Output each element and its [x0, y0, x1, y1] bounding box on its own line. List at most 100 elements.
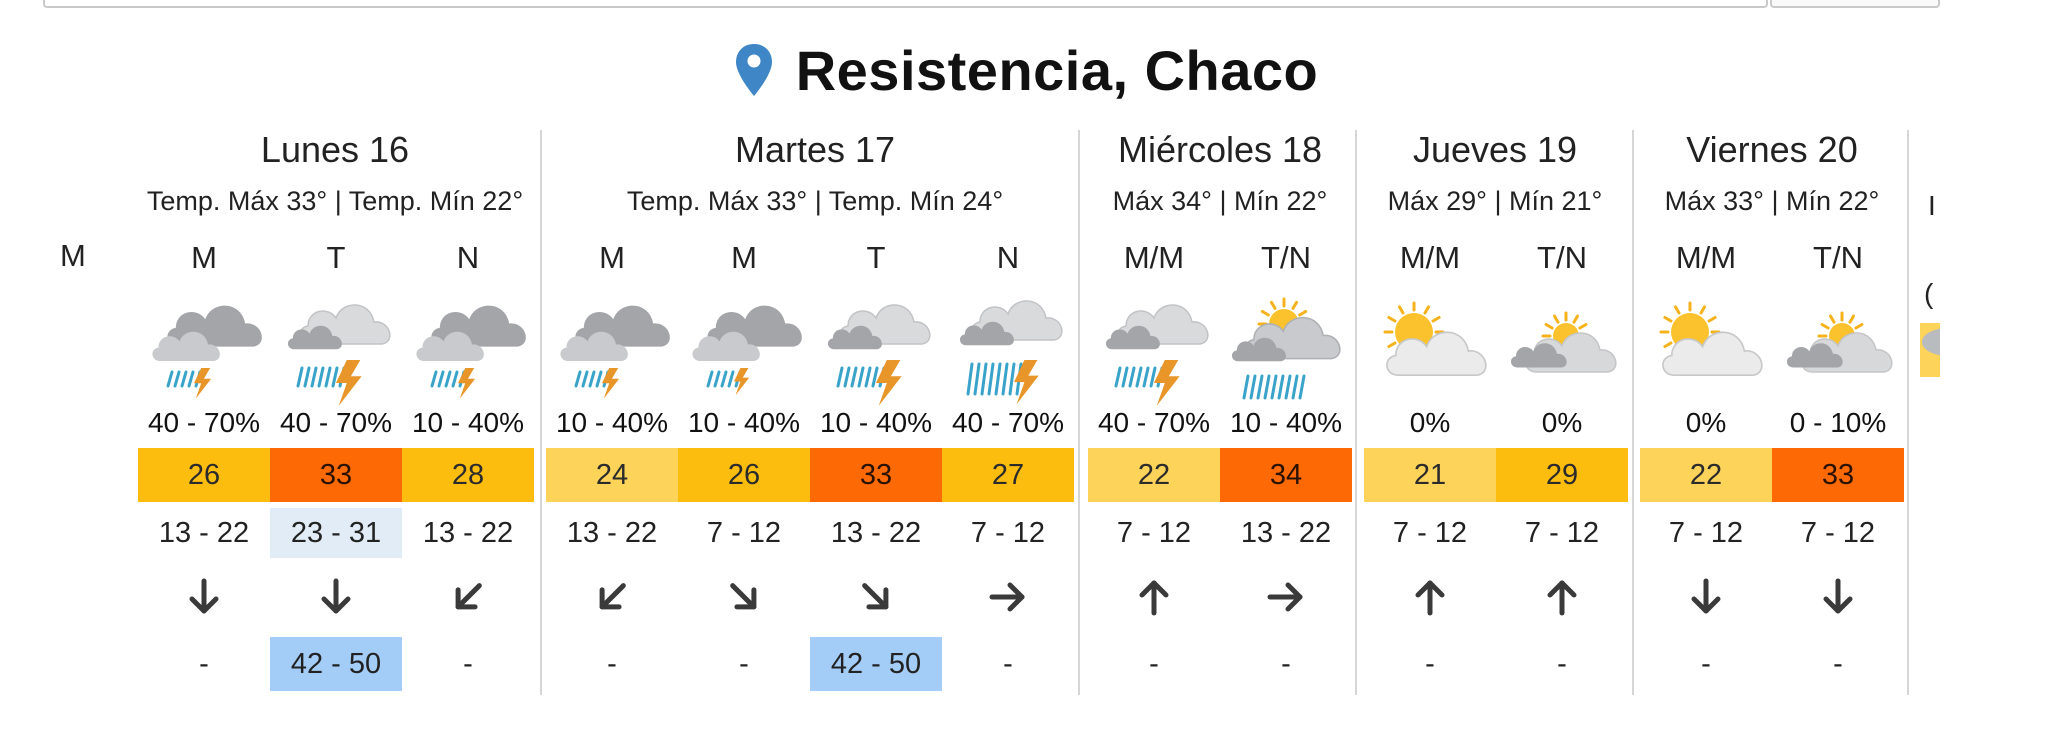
day-name[interactable]: Jueves 19 — [1412, 129, 1578, 170]
wind-speed: 7 - 12 — [1800, 517, 1876, 549]
period-label: M/M — [1399, 240, 1461, 275]
wind-gust: 42 - 50 — [270, 637, 402, 691]
search-input[interactable] — [43, 0, 1768, 8]
wind-gust: - — [1833, 648, 1843, 680]
rain-probability: 0% — [1541, 407, 1583, 438]
day-forecast: Jueves 19 Máx 29° | Mín 21° M/M 0% 21 7 - 12… — [0, 125, 2052, 695]
wind-direction-arrow-icon — [810, 562, 942, 632]
day-forecast: Martes 17 Temp. Máx 33° | Temp. Mín 24° M … — [0, 125, 2052, 695]
partly-sunny-icon — [1640, 283, 1772, 411]
wind-gust: - — [1557, 648, 1567, 680]
day-temp-range: Máx 34° | Mín 22° — [1112, 186, 1328, 216]
wind-gust: - — [739, 648, 749, 680]
wind-direction-arrow-icon — [1640, 562, 1772, 632]
temperature-cell: 33 — [1772, 448, 1904, 502]
rain-probability: 0% — [1409, 407, 1451, 438]
page-title: Resistencia, Chaco — [795, 38, 1319, 102]
rain-probability: 10 - 40% — [687, 407, 801, 438]
period-label: T/N — [1261, 240, 1311, 275]
wind-direction-arrow-icon — [1088, 562, 1220, 632]
next-day-temps-partial: I — [1928, 190, 1936, 221]
next-day-rain-partial: ( — [1924, 278, 1934, 309]
wind-gust: - — [607, 648, 617, 680]
heavy-rain-thunder-icon — [810, 283, 942, 411]
day-name[interactable]: Miércoles 18 — [1117, 129, 1323, 170]
wind-direction-arrow-icon — [270, 562, 402, 632]
day-temp-range: Temp. Máx 33° | Temp. Mín 22° — [146, 186, 524, 216]
wind-direction-arrow-icon — [1364, 562, 1496, 632]
wind-direction-arrow-icon — [678, 562, 810, 632]
wind-speed: 23 - 31 — [270, 508, 402, 558]
rain-probability: 10 - 40% — [555, 407, 669, 438]
wind-direction-arrow-icon — [1220, 562, 1352, 632]
rain-thunder-cloudy-icon — [138, 283, 270, 411]
wind-speed: 13 - 22 — [830, 517, 922, 549]
day-name[interactable]: Lunes 16 — [260, 129, 410, 170]
day-name[interactable]: Martes 17 — [734, 129, 896, 170]
wind-speed: 7 - 12 — [970, 517, 1046, 549]
period-label: T/N — [1813, 240, 1863, 275]
location-header: Resistencia, Chaco — [0, 30, 2052, 110]
day-temp-range: Máx 29° | Mín 21° — [1387, 186, 1603, 216]
wind-direction-arrow-icon — [1772, 562, 1904, 632]
day-temp-range: Máx 33° | Mín 22° — [1664, 186, 1880, 216]
wind-direction-arrow-icon — [138, 562, 270, 632]
period-label: T — [326, 240, 346, 275]
wind-direction-arrow-icon — [942, 562, 1074, 632]
rain-probability: 40 - 70% — [951, 407, 1065, 438]
wind-direction-arrow-icon — [1496, 562, 1628, 632]
period-label: M — [731, 240, 757, 275]
period-label: M/M — [1675, 240, 1737, 275]
day-temp-range: Temp. Máx 33° | Temp. Mín 24° — [626, 186, 1004, 216]
wind-speed: 7 - 12 — [1524, 517, 1600, 549]
wind-speed: 7 - 12 — [1116, 517, 1192, 549]
rain-probability: 10 - 40% — [1229, 407, 1343, 438]
rain-probability: 0 - 10% — [1789, 407, 1887, 438]
day-forecast: Viernes 20 Máx 33° | Mín 22° M/M 0% 22 7 - 1… — [0, 125, 2052, 695]
rain-thunder-cloudy-icon — [546, 283, 678, 411]
wind-speed: 13 - 22 — [1240, 517, 1332, 549]
period-label: T — [866, 240, 886, 275]
storm-rain-thunder-icon — [942, 283, 1074, 411]
period-label: M/M — [1123, 240, 1185, 275]
period-label: M — [599, 240, 625, 275]
location-pin-icon — [735, 44, 772, 96]
sun-rain-cloud-icon — [1220, 283, 1352, 411]
temperature-cell: 24 — [546, 448, 678, 502]
partly-cloudy-icon — [1772, 283, 1904, 411]
wind-speed: 13 - 22 — [422, 517, 514, 549]
wind-gust: - — [1003, 648, 1013, 680]
wind-gust: - — [1425, 648, 1435, 680]
temperature-cell: 34 — [1220, 448, 1352, 502]
wind-gust: - — [199, 648, 209, 680]
rain-thunder-cloudy-icon — [402, 283, 534, 411]
wind-speed: 7 - 12 — [1392, 517, 1468, 549]
partly-sunny-icon — [1364, 283, 1496, 411]
day-forecast: Lunes 16 Temp. Máx 33° | Temp. Mín 22° M 4… — [0, 125, 2052, 695]
day-divider — [540, 130, 542, 695]
wind-speed: 7 - 12 — [706, 517, 782, 549]
period-label: M — [191, 240, 217, 275]
temperature-cell: 22 — [1088, 448, 1220, 502]
period-label: N — [996, 240, 1020, 275]
next-day-cloud-icon-partial — [1918, 320, 1940, 360]
day-divider — [1078, 130, 1080, 695]
period-label-partial: M — [60, 238, 86, 273]
rain-probability: 0% — [1685, 407, 1727, 438]
temperature-cell: 29 — [1496, 448, 1628, 502]
wind-speed: 13 - 22 — [566, 517, 658, 549]
wind-gust: - — [1149, 648, 1159, 680]
wind-direction-arrow-icon — [402, 562, 534, 632]
search-button[interactable] — [1770, 0, 1940, 8]
heavy-rain-thunder-icon — [1088, 283, 1220, 411]
period-label: N — [456, 240, 480, 275]
day-divider — [1632, 130, 1634, 695]
day-forecast: Miércoles 18 Máx 34° | Mín 22° M/M 40 - 70… — [0, 125, 2052, 695]
heavy-rain-thunder-icon — [270, 283, 402, 411]
wind-gust: - — [1701, 648, 1711, 680]
wind-speed: 7 - 12 — [1668, 517, 1744, 549]
day-name[interactable]: Viernes 20 — [1686, 129, 1858, 170]
wind-gust: - — [463, 648, 473, 680]
temperature-cell: 27 — [942, 448, 1074, 502]
temperature-cell: 33 — [270, 448, 402, 502]
